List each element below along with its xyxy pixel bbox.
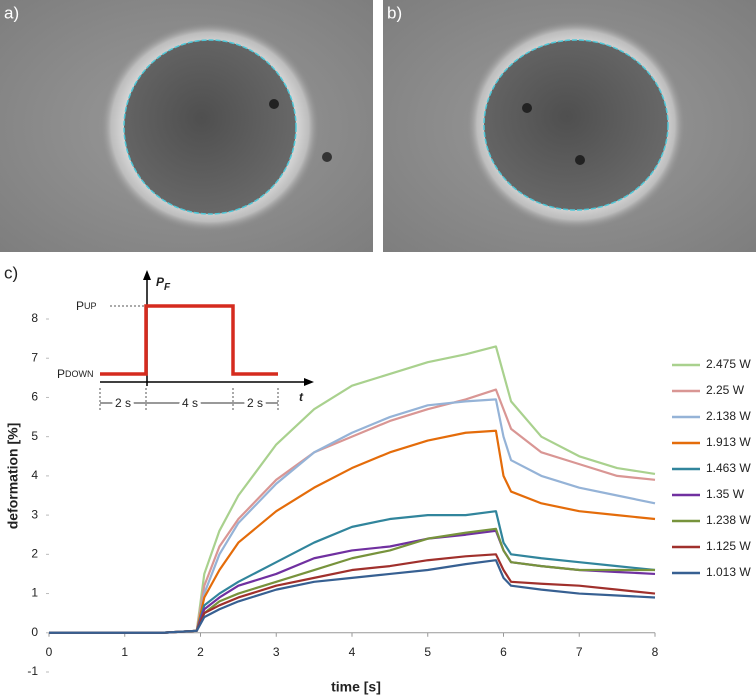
x-tick-label: 5	[424, 645, 431, 659]
x-tick-label: 6	[500, 645, 507, 659]
series-line	[49, 559, 656, 634]
inset-up-sub: UP	[84, 301, 97, 311]
y-tick-label: 5	[31, 429, 38, 443]
series-line	[49, 510, 656, 634]
series-line	[49, 388, 656, 634]
inset-time-label: t	[299, 390, 304, 404]
inset-up-label: PUP	[76, 299, 97, 313]
x-tick-label: 1	[121, 645, 128, 659]
y-axis-title: deformation [%]	[5, 423, 21, 530]
series-line	[49, 527, 655, 634]
plot: -1 0 1 2 3 4 5 6 7 8 0 1 2 3 4 5 6 7 8 2.475 W 2.25 W 2.138 W…	[27, 311, 751, 678]
x-tick-label: 7	[576, 645, 583, 659]
inset-axis-label: PF	[156, 275, 171, 292]
x-tick-label: 8	[652, 645, 659, 659]
series-line	[49, 345, 656, 634]
x-tick-label: 0	[46, 645, 53, 659]
y-tick-label: 1	[31, 586, 38, 600]
x-axis-title: time [s]	[331, 679, 381, 695]
legend-label: 1.35 W	[706, 487, 745, 501]
micrograph-b: b)	[383, 0, 756, 252]
panel-label: a)	[4, 3, 19, 22]
inset-duration: 4 s	[182, 396, 198, 410]
panel-label: b)	[387, 3, 402, 22]
legend-label: 1.238 W	[706, 513, 751, 527]
x-tick-label: 2	[197, 645, 204, 659]
legend-label: 1.013 W	[706, 565, 751, 579]
legend-label: 2.138 W	[706, 409, 751, 423]
inset-axis-label: P	[156, 275, 165, 289]
inset-duration: 2 s	[115, 396, 131, 410]
series-line	[49, 398, 656, 634]
inset: PF PUP PDOWN 2 s 4 s 2 s t	[57, 270, 314, 413]
x-tick-label: 3	[273, 645, 280, 659]
series-line	[49, 429, 656, 634]
legend-label: 2.475 W	[706, 357, 751, 371]
inset-duration: 2 s	[247, 396, 263, 410]
y-tick-label: 8	[31, 311, 38, 325]
y-tick-label: 7	[31, 350, 38, 364]
legend-label: 1.125 W	[706, 539, 751, 553]
inset-down-label: PDOWN	[57, 367, 94, 381]
micrograph-a: a)	[0, 0, 373, 252]
legend-label: 2.25 W	[706, 383, 745, 397]
y-tick-label: 0	[31, 625, 38, 639]
inset-down-sub: DOWN	[65, 369, 94, 379]
y-tick-label: 2	[31, 547, 38, 561]
inset-up: P	[76, 299, 84, 313]
y-tick-label: -1	[27, 664, 38, 678]
y-tick-label: 4	[31, 468, 38, 482]
series-line	[49, 529, 656, 634]
y-tick-label: 3	[31, 507, 38, 521]
y-tick-label: 6	[31, 390, 38, 404]
legend-label: 1.913 W	[706, 435, 751, 449]
legend-label: 1.463 W	[706, 461, 751, 475]
inset-down: P	[57, 367, 65, 381]
inset-axis-sub: F	[164, 282, 171, 293]
x-tick-label: 4	[349, 645, 356, 659]
panel-label: c)	[4, 263, 18, 282]
series-line	[49, 553, 656, 634]
